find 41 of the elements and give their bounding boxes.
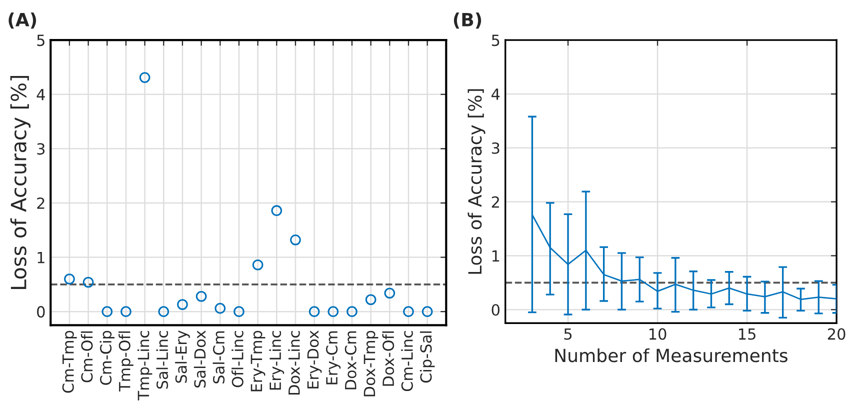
y-tick-label: 4 [492, 88, 500, 100]
y-tick-label: 4 [36, 89, 45, 100]
x-tick-label: Cm-Cip [100, 330, 115, 385]
x-tick-label: 5 [564, 328, 572, 340]
chart-title: (B) [454, 12, 482, 29]
x-tick-label: 10 [649, 328, 666, 340]
x-tick-label: Ery-Linc [269, 330, 284, 390]
y-tick-label: 0 [492, 304, 500, 316]
x-tick-label: Tmp-Linc [137, 330, 152, 400]
y-axis-title: Loss of Accuracy [%] [10, 76, 30, 289]
x-tick-label: Ery-Tmp [250, 330, 266, 392]
x-tick-label: Ofl-Linc [232, 330, 244, 388]
y-tick-label: 2 [492, 196, 499, 208]
x-tick-label: Tmp-Ofl [118, 331, 134, 392]
y-tick-label: 5 [37, 34, 44, 46]
x-tick-label: Cip-Sal [420, 331, 435, 383]
y-tick-label: 1 [492, 250, 500, 262]
x-tick-label: Ery-Cm [326, 331, 341, 384]
y-tick-label: 0 [37, 306, 45, 318]
x-tick-label: Ery-Dox [307, 330, 322, 388]
x-tick-label: Sal-Cm [212, 331, 225, 384]
x-tick-label: Cm-Tmp [62, 330, 77, 393]
y-tick-label: 3 [37, 143, 45, 155]
x-tick-label: Sal-Dox [194, 330, 206, 388]
x-tick-label: Cm-Linc [401, 330, 413, 392]
x-tick-label: 15 [738, 328, 756, 340]
x-tick-label: Dox-Linc [288, 330, 300, 395]
chart-title: (A) [8, 12, 36, 29]
x-tick-label: Dox-Tmp [364, 330, 378, 396]
x-tick-label: Dox-Ofl [382, 331, 394, 386]
y-tick-label: 5 [492, 34, 500, 46]
y-tick-label: 3 [492, 142, 500, 154]
y-axis-title: Loss of Accuracy [%] [468, 89, 486, 274]
y-tick-label: 1 [38, 252, 44, 264]
x-tick-label: Cm-Ofl [80, 331, 93, 382]
x-tick-label: Sal-Linc [156, 330, 168, 389]
x-axis-title: Number of Measurements [555, 348, 788, 362]
x-tick-label: Dox-Cm [344, 331, 356, 390]
x-tick-label: Sal-Ery [175, 330, 190, 383]
x-tick-label: 20 [828, 328, 846, 340]
y-tick-label: 2 [37, 197, 44, 209]
